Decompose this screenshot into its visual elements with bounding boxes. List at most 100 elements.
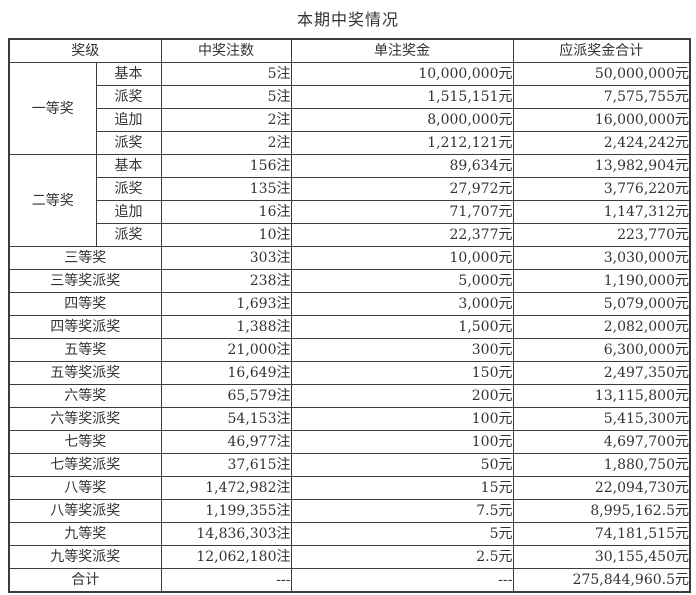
total-prize-cell: 5,415,300元 — [512, 407, 691, 431]
prize-level-cell: 四等奖派奖 — [8, 315, 162, 339]
count-cell: 10注 — [160, 223, 292, 247]
table-row: 七等奖 46,977注 100元 4,697,700元 — [8, 430, 691, 454]
per-bet-prize-cell: 3,000元 — [290, 292, 514, 316]
sub-type-cell: 派奖 — [95, 177, 162, 201]
count-cell: 1,472,982注 — [160, 476, 292, 500]
table-row: 五等奖 21,000注 300元 6,300,000元 — [8, 338, 691, 362]
sub-type-cell: 追加 — [95, 200, 162, 224]
per-bet-prize-cell: 150元 — [290, 361, 514, 385]
count-cell: 1,693注 — [160, 292, 292, 316]
total-prize-cell: 3,776,220元 — [512, 177, 691, 201]
table-row: 四等奖派奖 1,388注 1,500元 2,082,000元 — [8, 315, 691, 339]
count-cell: 238注 — [160, 269, 292, 293]
per-bet-prize-cell: 50元 — [290, 453, 514, 477]
column-header: 单注奖金 — [290, 38, 514, 63]
prize-level-cell: 九等奖 — [8, 522, 162, 546]
per-bet-prize-cell: 1,500元 — [290, 315, 514, 339]
table-row: 九等奖派奖 12,062,180注 2.5元 30,155,450元 — [8, 545, 691, 569]
per-bet-prize-cell: 7.5元 — [290, 499, 514, 523]
per-bet-prize-cell: 5元 — [290, 522, 514, 546]
table-row: 三等奖 303注 10,000元 3,030,000元 — [8, 246, 691, 270]
total-prize-cell: 1,880,750元 — [512, 453, 691, 477]
per-bet-prize-cell: 27,972元 — [290, 177, 514, 201]
count-cell: 14,836,303注 — [160, 522, 292, 546]
total-prize-cell: 7,575,755元 — [512, 85, 691, 109]
total-prize-cell: 4,697,700元 — [512, 430, 691, 454]
column-header: 奖级 — [8, 38, 162, 63]
table-row: 六等奖派奖 54,153注 100元 5,415,300元 — [8, 407, 691, 431]
count-cell: 21,000注 — [160, 338, 292, 362]
table-row: 八等奖派奖 1,199,355注 7.5元 8,995,162.5元 — [8, 499, 691, 523]
per-bet-prize-cell: 2.5元 — [290, 545, 514, 569]
prize-level-cell: 一等奖 — [8, 62, 97, 155]
count-cell: 54,153注 — [160, 407, 292, 431]
total-prize-cell: 5,079,000元 — [512, 292, 691, 316]
table-row: 追加 16注 71,707元 1,147,312元 — [9, 200, 691, 224]
total-prize-cell: 6,300,000元 — [512, 338, 691, 362]
prize-level-cell: 五等奖 — [8, 338, 162, 362]
count-cell: --- — [160, 568, 292, 593]
per-bet-prize-cell: 100元 — [290, 430, 514, 454]
prize-level-cell: 七等奖派奖 — [8, 453, 162, 477]
count-cell: 12,062,180注 — [160, 545, 292, 569]
prize-level-cell: 七等奖 — [8, 430, 162, 454]
total-prize-cell: 22,094,730元 — [512, 476, 691, 500]
per-bet-prize-cell: 1,515,151元 — [290, 85, 514, 109]
table-row: 五等奖派奖 16,649注 150元 2,497,350元 — [8, 361, 691, 385]
per-bet-prize-cell: 10,000元 — [290, 246, 514, 270]
table-row: 追加 2注 8,000,000元 16,000,000元 — [9, 108, 691, 132]
table-row: 合计 --- --- 275,844,960.5元 — [8, 568, 691, 593]
total-prize-cell: 275,844,960.5元 — [512, 568, 691, 593]
per-bet-prize-cell: 71,707元 — [290, 200, 514, 224]
count-cell: 46,977注 — [160, 430, 292, 454]
total-prize-cell: 223,770元 — [512, 223, 691, 247]
column-header: 应派奖金合计 — [512, 38, 691, 63]
table-row: 六等奖 65,579注 200元 13,115,800元 — [8, 384, 691, 408]
sub-type-cell: 基本 — [95, 62, 162, 86]
per-bet-prize-cell: 5,000元 — [290, 269, 514, 293]
total-prize-cell: 13,115,800元 — [512, 384, 691, 408]
sub-type-cell: 追加 — [95, 108, 162, 132]
count-cell: 5注 — [160, 62, 292, 86]
prize-level-cell: 五等奖派奖 — [8, 361, 162, 385]
count-cell: 65,579注 — [160, 384, 292, 408]
table-row: 派奖 135注 27,972元 3,776,220元 — [9, 177, 691, 201]
table-row: 一等奖 基本 5注 10,000,000元 50,000,000元 — [8, 62, 691, 155]
table-row: 四等奖 1,693注 3,000元 5,079,000元 — [8, 292, 691, 316]
sub-type-cell: 派奖 — [95, 223, 162, 247]
prize-level-cell: 三等奖派奖 — [8, 269, 162, 293]
count-cell: 1,388注 — [160, 315, 292, 339]
per-bet-prize-cell: 300元 — [290, 338, 514, 362]
sub-type-cell: 基本 — [95, 154, 162, 178]
per-bet-prize-cell: 1,212,121元 — [290, 131, 514, 155]
header-row: 奖级 中奖注数 单注奖金 应派奖金合计 — [8, 38, 691, 63]
total-prize-cell: 16,000,000元 — [512, 108, 691, 132]
total-prize-cell: 30,155,450元 — [512, 545, 691, 569]
page-title: 本期中奖情况 — [296, 10, 399, 29]
per-bet-prize-cell: --- — [290, 568, 514, 593]
total-prize-cell: 74,181,515元 — [512, 522, 691, 546]
count-cell: 135注 — [160, 177, 292, 201]
per-bet-prize-cell: 8,000,000元 — [290, 108, 514, 132]
prize-level-cell: 六等奖派奖 — [8, 407, 162, 431]
prize-level-cell: 六等奖 — [8, 384, 162, 408]
table-row: 九等奖 14,836,303注 5元 74,181,515元 — [8, 522, 691, 546]
table-row: 派奖 2注 1,212,121元 2,424,242元 — [9, 131, 691, 155]
total-prize-cell: 2,082,000元 — [512, 315, 691, 339]
prize-level-cell: 八等奖 — [8, 476, 162, 500]
sub-type-cell: 派奖 — [95, 131, 162, 155]
per-bet-prize-cell: 89,634元 — [290, 154, 514, 178]
count-cell: 37,615注 — [160, 453, 292, 477]
count-cell: 156注 — [160, 154, 292, 178]
total-prize-cell: 8,995,162.5元 — [512, 499, 691, 523]
per-bet-prize-cell: 100元 — [290, 407, 514, 431]
column-header: 中奖注数 — [160, 38, 292, 63]
table-row: 派奖 5注 1,515,151元 7,575,755元 — [9, 85, 691, 109]
table-row: 七等奖派奖 37,615注 50元 1,880,750元 — [8, 453, 691, 477]
count-cell: 16注 — [160, 200, 292, 224]
total-prize-cell: 1,147,312元 — [512, 200, 691, 224]
total-prize-cell: 2,424,242元 — [512, 131, 691, 155]
table-row: 派奖 10注 22,377元 223,770元 — [9, 223, 691, 247]
table-body: 一等奖 基本 5注 10,000,000元 50,000,000元 派奖 5注 1,515,1… — [8, 62, 691, 593]
